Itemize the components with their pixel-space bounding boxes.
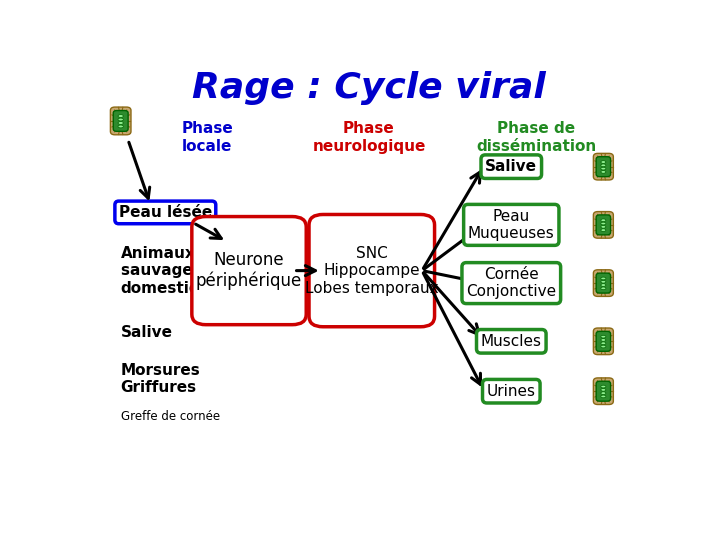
Ellipse shape <box>601 345 606 348</box>
Ellipse shape <box>601 229 606 232</box>
FancyBboxPatch shape <box>113 111 128 131</box>
FancyBboxPatch shape <box>596 215 611 235</box>
Ellipse shape <box>601 161 606 164</box>
FancyBboxPatch shape <box>593 270 613 296</box>
FancyBboxPatch shape <box>110 107 131 135</box>
Text: Greffe de cornée: Greffe de cornée <box>121 410 220 423</box>
Ellipse shape <box>601 280 606 283</box>
Ellipse shape <box>601 167 606 170</box>
FancyBboxPatch shape <box>309 214 435 327</box>
Ellipse shape <box>118 114 123 118</box>
Ellipse shape <box>118 122 123 124</box>
Text: Muscles: Muscles <box>481 334 541 349</box>
Text: Peau
Muqueuses: Peau Muqueuses <box>468 208 554 241</box>
Ellipse shape <box>601 395 606 398</box>
Text: Salive: Salive <box>121 326 173 341</box>
Text: Phase
locale: Phase locale <box>181 122 233 154</box>
Ellipse shape <box>601 388 606 391</box>
Ellipse shape <box>601 277 606 280</box>
FancyBboxPatch shape <box>192 217 306 325</box>
Ellipse shape <box>601 385 606 388</box>
Text: Urines: Urines <box>487 384 536 399</box>
FancyBboxPatch shape <box>596 273 611 293</box>
Text: Morsures
Griffures: Morsures Griffures <box>121 362 200 395</box>
Ellipse shape <box>118 125 123 128</box>
Ellipse shape <box>601 287 606 289</box>
Ellipse shape <box>601 226 606 228</box>
Ellipse shape <box>601 392 606 395</box>
Ellipse shape <box>601 284 606 286</box>
Text: Cornée
Conjonctive: Cornée Conjonctive <box>467 267 557 299</box>
Text: Rage : Cycle viral: Rage : Cycle viral <box>192 71 546 105</box>
Ellipse shape <box>601 342 606 345</box>
Ellipse shape <box>601 222 606 225</box>
Ellipse shape <box>601 339 606 341</box>
Ellipse shape <box>601 219 606 221</box>
Ellipse shape <box>601 171 606 173</box>
Ellipse shape <box>601 335 606 338</box>
FancyBboxPatch shape <box>593 378 613 404</box>
FancyBboxPatch shape <box>596 157 611 177</box>
FancyBboxPatch shape <box>593 328 613 355</box>
Text: Animaux
sauvages ou
domestiques: Animaux sauvages ou domestiques <box>121 246 230 295</box>
FancyBboxPatch shape <box>596 332 611 352</box>
FancyBboxPatch shape <box>596 381 611 401</box>
FancyBboxPatch shape <box>593 212 613 238</box>
Text: Neurone
périphérique: Neurone périphérique <box>196 251 302 291</box>
Text: SNC
Hippocampe
Lobes temporaux: SNC Hippocampe Lobes temporaux <box>305 246 438 295</box>
Ellipse shape <box>601 164 606 167</box>
Text: Phase
neurologique: Phase neurologique <box>312 122 426 154</box>
Text: Phase de
dissémination: Phase de dissémination <box>476 122 597 154</box>
Text: Peau lésée: Peau lésée <box>119 205 212 220</box>
FancyBboxPatch shape <box>593 153 613 180</box>
Ellipse shape <box>118 118 123 121</box>
Text: Salive: Salive <box>485 159 537 174</box>
